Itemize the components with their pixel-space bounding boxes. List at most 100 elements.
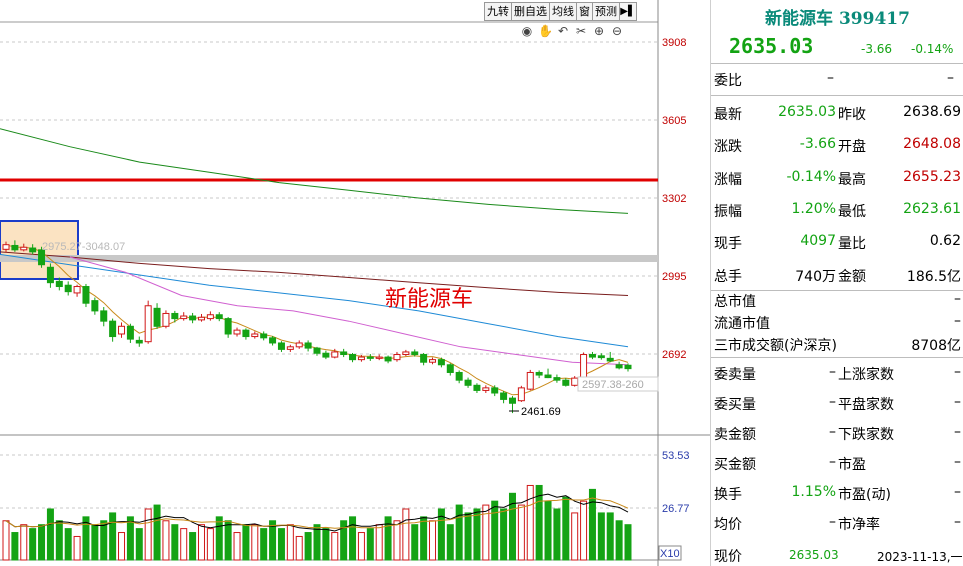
volume-bar	[11, 532, 19, 561]
volume-bar	[588, 488, 596, 561]
quote-label: 量比	[838, 236, 866, 253]
volume-bar	[482, 504, 490, 561]
zoom-out-icon[interactable]: ⊖	[611, 24, 623, 38]
kline-chart[interactable]: 2975.27-3048.07 新能源车 2597.38-260 2461.69…	[0, 0, 710, 566]
volume-bar	[571, 512, 579, 561]
eye-icon[interactable]: ◉	[521, 24, 533, 38]
candle-body	[91, 300, 99, 312]
window-button[interactable]: 窗	[577, 3, 593, 20]
market-value: –	[954, 291, 961, 307]
candle	[562, 378, 570, 387]
candle	[429, 357, 437, 365]
volume-unit-label: X10	[660, 548, 680, 560]
candle-body	[393, 354, 401, 361]
forecast-button[interactable]: 预测	[593, 3, 620, 20]
quote-label: 总手	[714, 268, 742, 285]
candle-body	[189, 315, 197, 321]
candle-body	[286, 346, 294, 350]
candle-body	[455, 371, 463, 381]
candle	[580, 352, 588, 380]
candle	[215, 312, 223, 322]
market-row: 流通市值 –	[711, 310, 963, 332]
bottom-price: 2635.03	[789, 548, 839, 562]
volume-bar	[384, 516, 392, 561]
play-pause-icon[interactable]: ▶▌	[620, 6, 636, 17]
candle-body	[38, 249, 46, 266]
remove-favorite-button[interactable]: 删自选	[512, 3, 550, 20]
jiuzhuan-button[interactable]: 九转	[485, 3, 512, 20]
candle	[55, 277, 63, 291]
stat-label: 换手	[714, 487, 742, 503]
candle-body	[64, 284, 72, 293]
candle-body	[153, 307, 161, 327]
volume-bar	[349, 516, 357, 561]
candle	[20, 243, 28, 252]
candle	[153, 303, 161, 329]
candle	[375, 354, 383, 361]
volume-bar	[615, 520, 623, 561]
volume-bar	[215, 516, 223, 561]
quote-label: 最低	[838, 203, 866, 220]
candle	[464, 377, 472, 388]
quote-panel: 新能源车 399417 2635.03 -3.66 -0.14% 委比 – – …	[710, 0, 963, 566]
stat-label: 市盈(动)	[838, 487, 891, 503]
stat-value: –	[829, 424, 836, 440]
weibi-label: 委比	[714, 73, 742, 89]
candle-body	[411, 351, 419, 356]
price-tick-3605: 3605	[662, 115, 686, 127]
candle	[357, 355, 365, 362]
divider	[711, 95, 963, 96]
stat-label: 委卖量	[714, 367, 756, 383]
volume-bar	[38, 524, 46, 561]
candle	[242, 328, 250, 340]
quote-label: 昨收	[838, 107, 866, 123]
volume-bar	[517, 504, 525, 561]
quote-value: 4097	[800, 233, 836, 250]
candle-body	[402, 351, 410, 356]
volume-bar	[544, 500, 552, 561]
candle	[251, 331, 259, 339]
volume-bar	[109, 512, 117, 561]
zoom-in-icon[interactable]: ⊕	[593, 24, 605, 38]
scissors-icon[interactable]: ✂	[575, 24, 587, 38]
volume-bar	[597, 512, 605, 561]
quote-row: 现手 4097 量比 0.62	[711, 226, 963, 258]
candle	[73, 284, 81, 297]
stat-value: –	[954, 394, 961, 410]
stat-value: –	[829, 394, 836, 410]
volume-bar	[55, 520, 63, 561]
stat-value: –	[954, 484, 961, 500]
candle-body	[606, 357, 614, 362]
volume-bar	[224, 520, 232, 561]
candle	[64, 281, 72, 296]
stat-row: 买金额 – 市盈 –	[711, 448, 963, 478]
undo-icon[interactable]: ↶	[557, 24, 569, 38]
stat-label: 委买量	[714, 397, 756, 413]
market-value: –	[954, 313, 961, 329]
volume-bar	[73, 535, 81, 561]
quote-value: 2638.69	[903, 104, 961, 120]
stat-label: 卖金额	[714, 427, 756, 443]
quote-value: 740万	[795, 268, 836, 285]
divider	[711, 290, 963, 291]
market-value: 8708亿	[911, 338, 961, 354]
price-change: -3.66	[861, 42, 893, 56]
moving-average-button[interactable]: 均线	[550, 3, 577, 20]
ma-blue-line	[0, 253, 629, 348]
candle-body	[597, 355, 605, 359]
volume-bar	[446, 524, 454, 561]
quote-value: 1.20%	[791, 200, 836, 217]
hand-icon[interactable]: ✋	[538, 24, 553, 38]
candle-body	[109, 320, 117, 338]
candle-body	[197, 316, 205, 321]
candle	[553, 374, 561, 383]
candle-body	[2, 244, 10, 250]
volume-bar	[269, 520, 277, 561]
security-title: 新能源车 399417	[765, 9, 910, 29]
candle	[526, 369, 534, 391]
volume-bar	[375, 524, 383, 561]
ma-pink-line	[69, 256, 629, 366]
chart-title-label: 新能源车	[385, 287, 473, 312]
candle-body	[233, 329, 241, 335]
stat-row: 均价 – 市净率 –	[711, 508, 963, 538]
